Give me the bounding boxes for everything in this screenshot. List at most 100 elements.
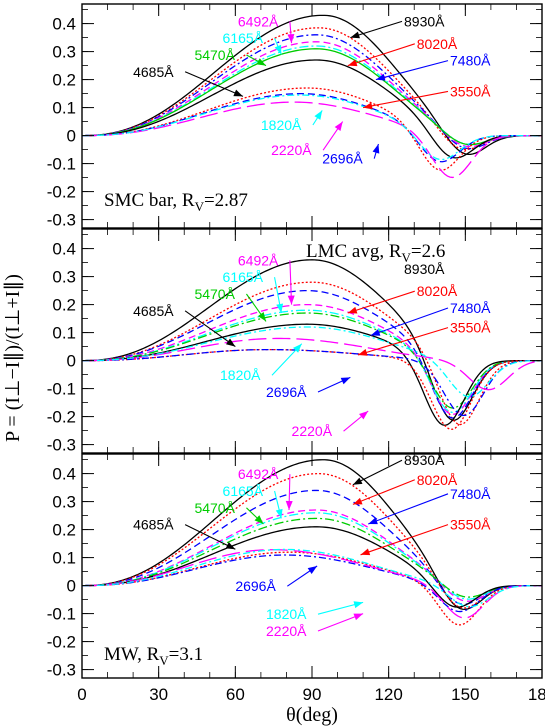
series-line xyxy=(82,45,542,146)
arrow-head xyxy=(347,59,358,67)
series-line xyxy=(82,48,542,146)
wavelength-label: 2220Å xyxy=(292,423,333,439)
series-line xyxy=(82,551,542,626)
series-line xyxy=(82,489,542,605)
arrow-head xyxy=(285,500,293,510)
label-arrow xyxy=(347,43,415,67)
wavelength-label: 7480Å xyxy=(450,486,491,502)
wavelength-label: 8930Å xyxy=(404,261,445,277)
wavelength-label: 1820Å xyxy=(261,117,302,133)
y-tick-label: 0.2 xyxy=(52,71,76,90)
arrow-head xyxy=(256,58,266,66)
series-line xyxy=(82,94,542,161)
series-line xyxy=(82,14,542,155)
series-line xyxy=(82,326,542,398)
y-tick-label: 0 xyxy=(67,577,76,596)
series-line xyxy=(82,337,542,391)
series-line xyxy=(82,517,542,598)
y-axis-label: P = (I⊥−I∥)/(I⊥+I∥) xyxy=(2,274,24,442)
y-tick-label: -0.3 xyxy=(47,661,76,680)
series-line xyxy=(82,34,542,150)
y-tick-label: 0.2 xyxy=(52,296,76,315)
y-tick-label: 0.1 xyxy=(52,99,76,118)
series-line xyxy=(82,259,542,421)
series-group xyxy=(82,459,542,626)
x-tick-label: 120 xyxy=(374,685,402,704)
panel-label: LMC avg, RV=2.6 xyxy=(306,241,445,265)
label-arrow xyxy=(363,90,449,109)
arrow-head xyxy=(359,411,369,420)
arrow-head xyxy=(293,343,302,353)
arrow-head xyxy=(287,33,295,44)
series-line xyxy=(82,27,542,151)
x-axis-label: θ(deg) xyxy=(286,704,338,726)
wavelength-label: 6492Å xyxy=(238,252,279,268)
arrow-head xyxy=(370,329,381,336)
arrow-head xyxy=(368,517,378,525)
wavelength-label: 2696Å xyxy=(266,384,307,400)
wavelength-label: 7480Å xyxy=(450,53,491,69)
arrow-head xyxy=(334,121,343,132)
arrow-head xyxy=(314,110,323,120)
label-arrow xyxy=(370,307,449,336)
wavelength-label: 6165Å xyxy=(223,269,264,285)
x-tick-label: 150 xyxy=(451,685,479,704)
y-tick-label: 0 xyxy=(67,127,76,146)
series-group xyxy=(82,259,542,430)
wavelength-label: 5470Å xyxy=(194,286,235,302)
arrow-head xyxy=(360,548,371,556)
series-group xyxy=(82,14,542,179)
wavelength-label: 4685Å xyxy=(133,517,174,533)
panel-frame xyxy=(81,228,543,454)
arrow-head xyxy=(347,306,358,314)
arrow-head xyxy=(353,613,364,621)
series-line xyxy=(82,93,542,163)
wavelength-label: 1820Å xyxy=(220,367,261,383)
wavelength-label: 4685Å xyxy=(133,303,174,319)
arrow-head xyxy=(350,31,360,39)
series-line xyxy=(82,101,542,179)
wavelength-label: 2696Å xyxy=(235,578,276,594)
y-tick-label: 0.4 xyxy=(52,465,76,484)
y-tick-label: 0.4 xyxy=(52,240,76,259)
y-tick-label: -0.2 xyxy=(47,633,76,652)
x-tick-label: 30 xyxy=(149,685,168,704)
arrow-head xyxy=(352,497,363,505)
series-line xyxy=(82,548,542,608)
series-line xyxy=(82,348,542,417)
arrow-head xyxy=(287,295,295,305)
series-line xyxy=(82,459,542,611)
label-arrow xyxy=(360,524,449,556)
series-line xyxy=(82,303,542,416)
y-tick-label: 0.1 xyxy=(52,549,76,568)
y-tick-label: -0.3 xyxy=(47,436,76,455)
series-line xyxy=(82,312,542,409)
wavelength-label: 8020Å xyxy=(417,283,458,299)
label-arrow xyxy=(347,290,415,314)
arrow-head xyxy=(372,144,380,154)
y-tick-label: -0.3 xyxy=(47,211,76,230)
y-tick-label: 0.3 xyxy=(52,268,76,287)
label-arrow xyxy=(184,71,244,97)
arrow-head xyxy=(257,312,266,322)
arrow-head xyxy=(375,73,386,81)
panel-3: -0.3 -0.2 -0.1 0 0.1 0.2 0.3 0.4 0 30 60 90 120 150 18… xyxy=(47,452,545,704)
y-tick-label: -0.1 xyxy=(47,155,76,174)
y-tick-label: 0.3 xyxy=(52,43,76,62)
y-tick-label: -0.1 xyxy=(47,605,76,624)
wavelength-label: 8020Å xyxy=(417,36,458,52)
wavelength-label: 2220Å xyxy=(271,142,312,158)
y-tick-label: -0.2 xyxy=(47,408,76,427)
wavelength-label: 3550Å xyxy=(450,320,491,336)
y-tick-label: -0.2 xyxy=(47,183,76,202)
series-line xyxy=(82,512,542,600)
wavelength-label: 8930Å xyxy=(404,452,445,468)
wavelength-label: 4685Å xyxy=(133,64,174,80)
wavelength-label: 6165Å xyxy=(223,483,264,499)
wavelength-label: 2220Å xyxy=(266,623,307,639)
x-tick-label: 90 xyxy=(303,685,322,704)
arrow-head xyxy=(340,377,351,385)
y-tick-label: 0 xyxy=(67,352,76,371)
wavelength-label: 3550Å xyxy=(450,517,491,533)
